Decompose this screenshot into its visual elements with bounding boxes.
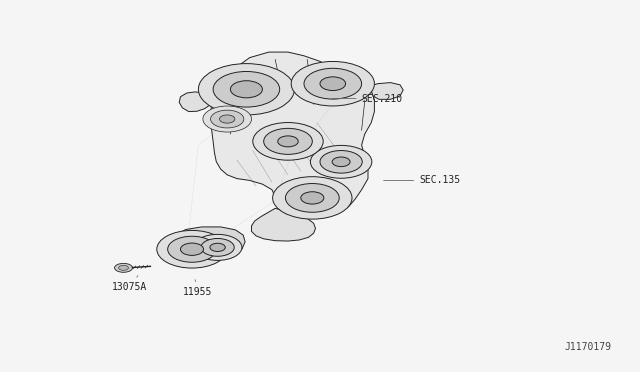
Ellipse shape (230, 81, 262, 98)
Ellipse shape (211, 110, 244, 128)
Ellipse shape (285, 183, 339, 212)
Ellipse shape (264, 128, 312, 154)
Ellipse shape (304, 68, 362, 99)
Polygon shape (252, 208, 316, 241)
Ellipse shape (320, 151, 362, 173)
Ellipse shape (168, 236, 216, 262)
Ellipse shape (332, 157, 350, 167)
Ellipse shape (213, 71, 280, 107)
Ellipse shape (180, 243, 204, 256)
Ellipse shape (115, 263, 132, 272)
Ellipse shape (253, 122, 323, 160)
Ellipse shape (203, 106, 252, 132)
Ellipse shape (301, 192, 324, 204)
Ellipse shape (201, 238, 234, 256)
Polygon shape (179, 92, 211, 112)
Text: SEC.135: SEC.135 (383, 176, 460, 185)
Ellipse shape (193, 234, 242, 260)
Ellipse shape (210, 243, 225, 251)
Polygon shape (211, 52, 374, 218)
Ellipse shape (291, 61, 374, 106)
Ellipse shape (118, 265, 129, 270)
Text: 13075A: 13075A (112, 276, 147, 292)
Text: SEC.210: SEC.210 (332, 94, 403, 103)
Ellipse shape (310, 145, 372, 178)
Ellipse shape (198, 64, 294, 115)
Polygon shape (371, 83, 403, 99)
Ellipse shape (273, 177, 352, 219)
Polygon shape (173, 227, 245, 257)
Ellipse shape (278, 136, 298, 147)
Ellipse shape (157, 230, 227, 268)
Text: 11955: 11955 (182, 280, 212, 297)
Ellipse shape (220, 115, 235, 123)
Ellipse shape (320, 77, 346, 90)
Text: J1170179: J1170179 (564, 341, 611, 352)
